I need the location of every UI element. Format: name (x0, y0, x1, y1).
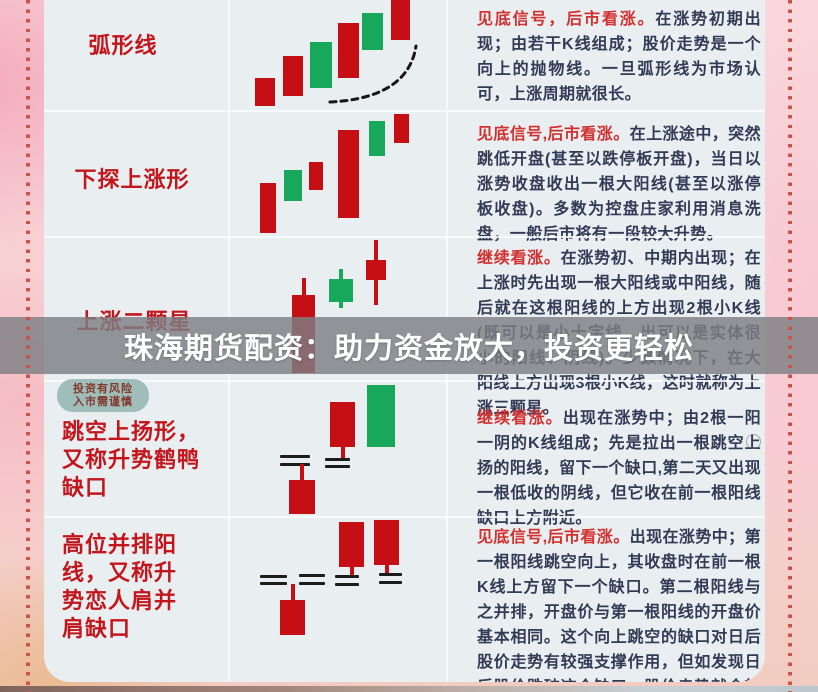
candle-red (260, 183, 276, 233)
description-text: 出现在涨势中；由2根一阳一阴的K线组成；先是拉出一根跳空上扬的阳线，留下一个缺口… (477, 410, 761, 527)
candle-wick (290, 584, 295, 600)
watermark-text: 珠海期货配资：助力资金放大，投资更轻松 (123, 332, 694, 365)
gap-marker-line (325, 465, 350, 468)
candle-red (280, 600, 305, 635)
candle-red (394, 114, 409, 143)
candle-red (338, 23, 359, 78)
description-cell: 见底信号,后市看涨。在上涨途中，突然跳低开盘(甚至以跌停板开盘)，当日以涨势收盘… (448, 112, 765, 247)
pattern-row-side-by-side: 高位并排阳线，又称升势恋人肩并肩缺口 见底信号,后市看涨。出现在涨势中；第一根阳… (44, 516, 765, 682)
risk-disclaimer-badge: 投资有风险 入市需谨慎 (57, 379, 149, 412)
gap-marker-line (260, 582, 287, 585)
pattern-name: 下探上涨形 (74, 166, 190, 192)
signal-label: 见底信号,后市看涨。 (477, 126, 630, 143)
candlestick-diagram (230, 0, 446, 110)
signal-label: 继续看涨。 (477, 410, 563, 427)
pattern-name: 高位并排阳线，又称升势恋人肩并肩缺口 (62, 532, 178, 641)
pattern-description: 继续看涨。出现在涨势中；由2根一阳一阴的K线组成；先是拉出一根跳空上扬的阳线，留… (448, 382, 765, 531)
description-cell: 继续看涨。出现在涨势中；由2根一阳一阴的K线组成；先是拉出一根跳空上扬的阳线，留… (448, 382, 765, 531)
description-text: 在涨势初期出现；由若干K线组成；股价走势是一个向上的抛物线。一旦弧形线为市场认可… (477, 11, 761, 103)
gap-marker-line (379, 573, 402, 576)
pattern-row-arc-line: 弧形线 见底信号，后市看涨。在涨势初期出现；由若干K线组成；股价走势是一个向上的… (44, 0, 765, 110)
gap-marker-line (299, 574, 325, 577)
pattern-name-cell: 弧形线 (44, 0, 228, 110)
signal-label: 见底信号，后市看涨。 (477, 11, 656, 28)
candle-green (310, 42, 332, 88)
candle-red (283, 56, 303, 96)
pattern-row-gap-up: 投资有风险 入市需谨慎 跳空上扬形，又称升势鹤鸭缺口 继续看涨。出现在涨势中；由… (44, 379, 765, 531)
candle-red (330, 402, 355, 447)
candle-green (369, 121, 385, 156)
diagram-cell (228, 0, 448, 110)
candle-wick (374, 240, 378, 260)
candle-red (339, 522, 364, 567)
candle-wick (349, 567, 354, 577)
bottom-border-line (0, 686, 818, 692)
diagram-cell (228, 518, 448, 682)
candle-red (374, 520, 399, 565)
pattern-row-probe-up: 下探上涨形 见底信号,后市看涨。在上涨途中，突然跳低开盘(甚至以跌停板开盘)，当… (44, 110, 765, 247)
risk-badge-line2: 入市需谨慎 (73, 395, 133, 408)
gap-marker-line (260, 575, 287, 578)
pattern-description: 见底信号,后市看涨。在上涨途中，突然跳低开盘(甚至以跌停板开盘)，当日以涨势收盘… (448, 112, 765, 247)
candle-red (289, 480, 315, 514)
watermark-band: 珠海期货配资：助力资金放大，投资更轻松 (0, 317, 818, 374)
candle-green (362, 13, 383, 50)
gap-marker-line (379, 581, 402, 584)
signal-label: 继续看涨。 (477, 250, 561, 267)
left-dotted-divider (26, 0, 30, 692)
right-dotted-divider (788, 0, 792, 692)
signal-label: 见底信号,后市看涨。 (477, 529, 630, 546)
description-cell: 见底信号,后市看涨。出现在涨势中；第一根阳线跳空向上，其收盘时在前一根K线上方留… (448, 518, 765, 682)
diagram-cell (228, 112, 448, 247)
pattern-description: 见底信号，后市看涨。在涨势初期出现；由若干K线组成；股价走势是一个向上的抛物线。… (448, 0, 765, 107)
gap-marker-line (280, 455, 310, 458)
candle-green (367, 385, 395, 447)
gap-marker-line (335, 575, 359, 578)
candle-red (391, 0, 410, 40)
small-stamp-icon (746, 434, 761, 449)
candlestick-diagram (230, 382, 446, 531)
candle-wick (384, 565, 389, 574)
pattern-name-cell: 投资有风险 入市需谨慎 跳空上扬形，又称升势鹤鸭缺口 (44, 379, 228, 531)
candle-red (338, 130, 359, 218)
candlestick-diagram (230, 518, 446, 682)
candle-green (284, 170, 302, 201)
gap-marker-line (325, 458, 350, 461)
candle-wick (300, 464, 304, 480)
candle-wick (339, 269, 343, 279)
risk-badge-line1: 投资有风险 (73, 382, 133, 395)
candle-red (255, 78, 275, 106)
candle-wick (374, 280, 378, 305)
diagram-cell (228, 382, 448, 531)
gap-marker-line (280, 463, 310, 466)
candle-wick (339, 302, 343, 308)
description-text: 在上涨途中，突然跳低开盘(甚至以跌停板开盘)，当日以涨势收盘收出一根大阳线(甚至… (477, 126, 761, 243)
pattern-description: 见底信号,后市看涨。出现在涨势中；第一根阳线跳空向上，其收盘时在前一根K线上方留… (448, 518, 765, 682)
gap-marker-line (299, 582, 325, 585)
candle-wick (340, 447, 345, 459)
pattern-name-cell: 高位并排阳线，又称升势恋人肩并肩缺口 (44, 518, 228, 682)
candle-red (309, 162, 323, 190)
gap-marker-line (335, 583, 359, 586)
description-cell: 见底信号，后市看涨。在涨势初期出现；由若干K线组成；股价走势是一个向上的抛物线。… (448, 0, 765, 110)
candle-green (329, 279, 353, 302)
candle-red (366, 260, 386, 280)
description-text: 出现在涨势中；第一根阳线跳空向上，其收盘时在前一根K线上方留下一个缺口。第二根阳… (477, 529, 761, 682)
pattern-name-cell: 下探上涨形 (44, 112, 228, 247)
candle-wick (301, 278, 306, 295)
candlestick-diagram (230, 112, 446, 247)
pattern-name: 跳空上扬形，又称升势鹤鸭缺口 (62, 419, 201, 500)
pattern-name: 弧形线 (88, 33, 158, 58)
